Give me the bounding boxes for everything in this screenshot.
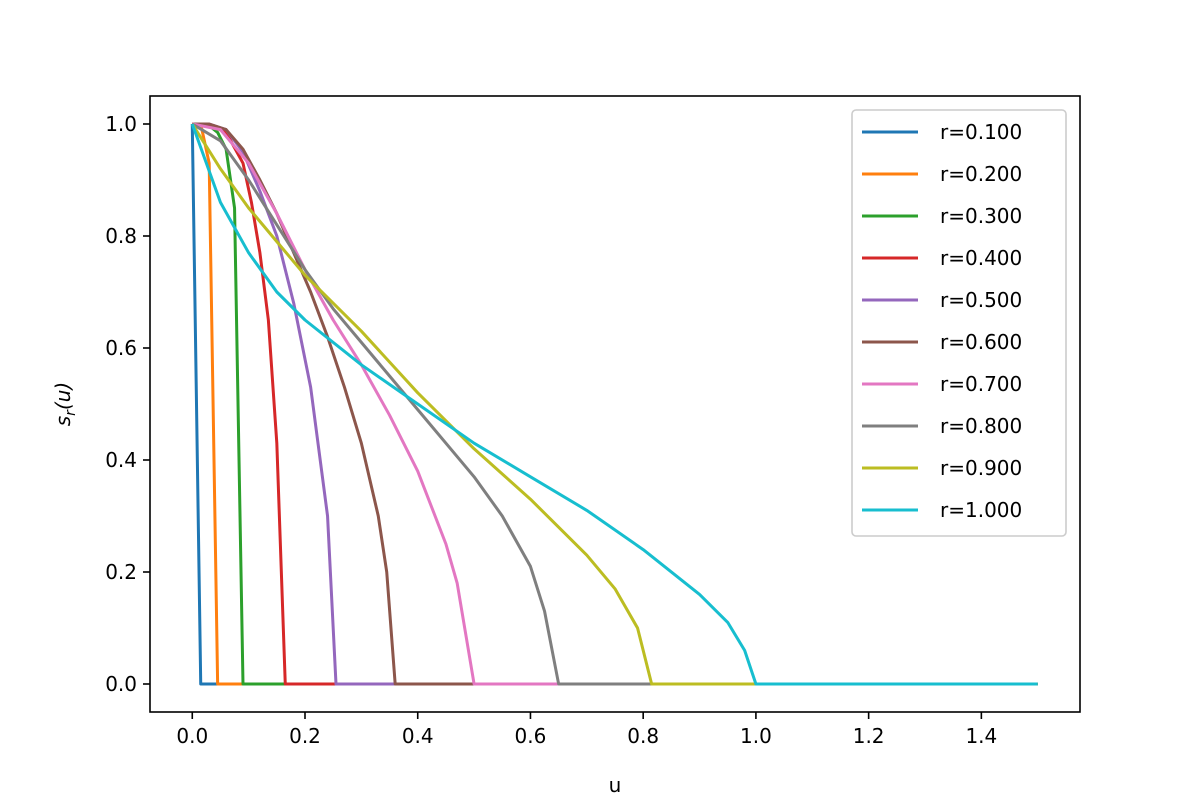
legend-label: r=1.000 [940, 498, 1022, 522]
legend-label: r=0.400 [940, 246, 1022, 270]
legend-items: r=0.100 r=0.200 r=0.300 r=0.400 r=0.500 r=0.6… [862, 120, 1022, 522]
plot-frame [149, 95, 1081, 713]
series-line [192, 122, 1038, 686]
legend-label: r=0.600 [940, 330, 1022, 354]
series-line [190, 123, 1038, 686]
y-tick-label: 0.8 [105, 224, 137, 248]
x-axis-title: u [609, 773, 622, 797]
legend-label: r=0.700 [940, 372, 1022, 396]
legend-label: r=0.200 [940, 162, 1022, 186]
x-tick-label: 0.4 [402, 724, 434, 748]
x-axis: 0.0 0.2 0.4 0.6 0.8 1.0 1.2 1.4 [176, 712, 997, 748]
x-tick-label: 0.6 [515, 724, 547, 748]
y-axis-title: sr(u) [51, 382, 79, 426]
y-tick-label: 0.0 [105, 672, 137, 696]
y-axis: 0.0 0.2 0.4 0.6 0.8 1.0 [105, 112, 150, 696]
x-tick-label: 0.2 [289, 724, 321, 748]
y-tick-label: 0.4 [105, 448, 137, 472]
legend-label: r=0.500 [940, 288, 1022, 312]
legend-label: r=0.100 [940, 120, 1022, 144]
series-layer [190, 122, 1038, 686]
x-tick-label: 1.0 [740, 724, 772, 748]
x-tick-label: 1.4 [965, 724, 997, 748]
legend-label: r=0.900 [940, 456, 1022, 480]
y-tick-label: 1.0 [105, 112, 137, 136]
series-line [191, 123, 1038, 686]
legend-label: r=0.300 [940, 204, 1022, 228]
x-tick-label: 0.0 [176, 724, 208, 748]
legend: r=0.100 r=0.200 r=0.300 r=0.400 r=0.500 r=0.6… [851, 109, 1067, 537]
y-tick-label: 0.6 [105, 336, 137, 360]
x-tick-label: 0.8 [627, 724, 659, 748]
x-tick-label: 1.2 [853, 724, 885, 748]
legend-label: r=0.800 [940, 414, 1022, 438]
y-tick-label: 0.2 [105, 560, 137, 584]
